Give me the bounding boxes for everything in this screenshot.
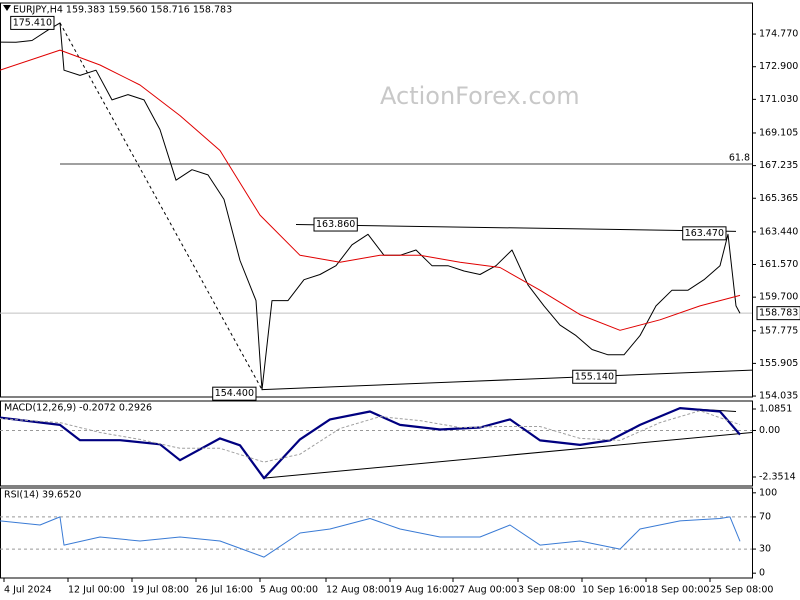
annotation-box — [313, 217, 358, 232]
y-tick-label: 0.00 — [759, 425, 780, 436]
x-tick-label: 4 Jul 2024 — [4, 585, 52, 596]
price-annotation: 175.410 — [13, 17, 52, 28]
series-line — [0, 410, 741, 463]
y-tick-label: 165.365 — [759, 193, 798, 204]
x-tick-label: 12 Aug 08:00 — [326, 585, 390, 596]
price-annotation: 163.860 — [316, 219, 355, 230]
y-tick-label: 155.905 — [759, 358, 798, 369]
price-annotation: 154.400 — [215, 388, 254, 399]
y-tick-label: 159.700 — [759, 292, 798, 303]
series-line — [0, 407, 741, 480]
trend-line — [261, 369, 753, 391]
y-tick-label: -2.3514 — [759, 472, 796, 483]
y-tick-label: 100 — [759, 487, 777, 498]
price-tag-box — [756, 306, 800, 321]
y-tick-label: 161.570 — [759, 259, 798, 270]
y-tick-label: 1.0851 — [759, 404, 792, 415]
annotation-box — [682, 226, 727, 241]
annotation-box — [572, 369, 617, 384]
series-line — [0, 22, 741, 391]
x-tick-label: 19 Jul 08:00 — [132, 585, 189, 596]
x-tick-label: 12 Jul 00:00 — [68, 585, 125, 596]
trend-line — [59, 22, 263, 390]
x-tick-label: 10 Sep 16:00 — [582, 585, 645, 596]
series-line — [0, 49, 741, 331]
panel-title: EURJPY,H4 159.383 159.560 158.716 158.78… — [13, 5, 232, 16]
panel-frame — [0, 2, 753, 398]
x-tick-label: 25 Sep 08:00 — [710, 585, 773, 596]
annotation-box — [10, 15, 55, 30]
panel-title: RSI(14) 39.6520 — [4, 490, 81, 501]
x-tick-label: 3 Sep 08:00 — [518, 585, 575, 596]
y-tick-label: 157.775 — [759, 325, 798, 336]
price-annotation: 163.470 — [685, 228, 724, 239]
symbol-icon — [3, 5, 11, 11]
x-tick-label: 27 Aug 00:00 — [453, 585, 517, 596]
y-tick-label: 174.770 — [759, 29, 798, 40]
y-tick-label: 169.105 — [759, 127, 798, 138]
series-line — [0, 516, 741, 558]
x-tick-label: 18 Sep 00:00 — [646, 585, 709, 596]
panel-frame — [0, 487, 753, 579]
y-tick-label: 30 — [759, 544, 771, 555]
y-tick-label: 70 — [759, 511, 771, 522]
y-tick-label: 171.030 — [759, 94, 798, 105]
annotation-box — [212, 386, 257, 401]
x-tick-label: 19 Aug 16:00 — [390, 585, 454, 596]
panel-title: MACD(12,26,9) -0.2072 0.2926 — [4, 403, 152, 414]
price-tag: 158.783 — [759, 308, 798, 319]
y-tick-label: 167.235 — [759, 160, 798, 171]
x-tick-label: 26 Jul 16:00 — [196, 585, 253, 596]
price-annotation: 155.140 — [575, 371, 614, 382]
panel-frame — [0, 400, 753, 487]
y-tick-label: 154.035 — [759, 391, 798, 402]
y-tick-label: 172.900 — [759, 61, 798, 72]
watermark: ActionForex.com — [380, 82, 580, 110]
trend-line — [263, 431, 753, 479]
trend-line — [295, 224, 737, 232]
level-label: 61.8 — [729, 152, 750, 163]
y-tick-label: 0 — [759, 568, 765, 579]
x-tick-label: 5 Aug 00:00 — [260, 585, 318, 596]
y-tick-label: 163.440 — [759, 226, 798, 237]
